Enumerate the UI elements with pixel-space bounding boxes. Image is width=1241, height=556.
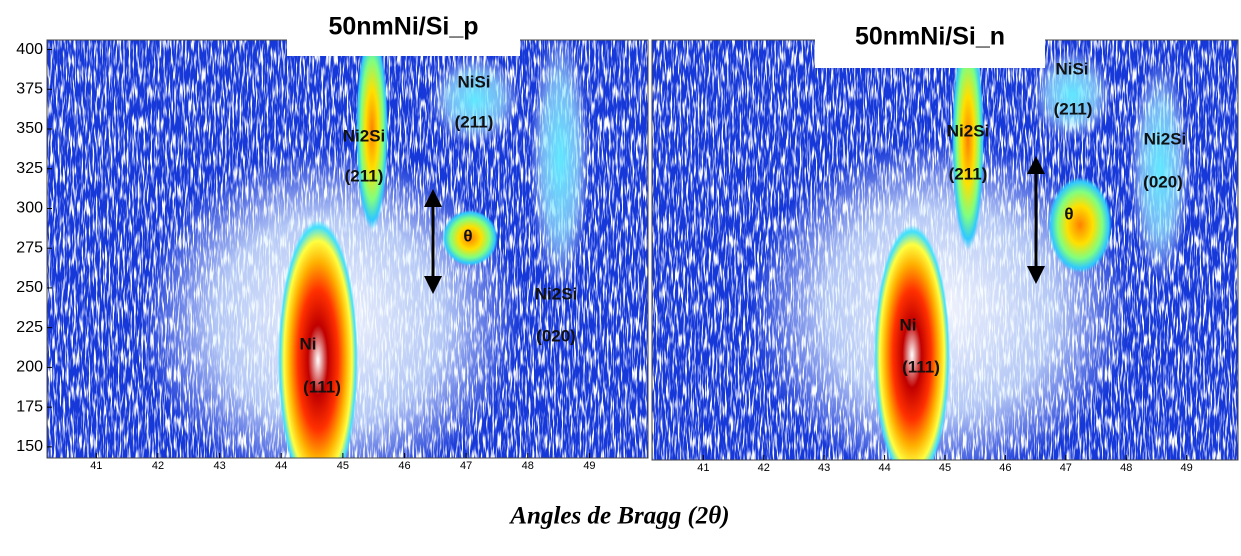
intensity-region [278,220,358,458]
peak-label: Ni [300,334,317,353]
peak-label: (211) [455,112,494,131]
peak-label: Ni2Si [343,126,386,145]
x-tick-label: 49 [583,460,595,472]
peak-label: θ [463,226,472,245]
peak-label: (111) [303,377,341,396]
x-tick-label: 47 [1060,462,1072,474]
x-tick-label: 48 [1120,462,1132,474]
intensity-region [1130,60,1190,280]
title-box [287,0,520,56]
peak-label: Ni2Si [947,121,990,140]
peak-label: Ni [900,315,917,334]
intensity-region [1032,50,1112,140]
x-tick-label: 42 [152,460,164,472]
y-tick-label: 375 [16,80,43,97]
y-tick-label: 200 [16,359,43,376]
x-tick-label: 48 [522,460,534,472]
peak-label: Ni2Si [535,284,578,303]
x-tick-label: 45 [337,460,349,472]
y-tick-label: 150 [16,438,43,455]
title-box [815,10,1045,68]
intensity-region [874,225,950,460]
x-tick-label: 47 [460,460,472,472]
peak-label: (020) [536,326,576,345]
x-tick-label: 41 [697,462,709,474]
x-tick-label: 49 [1181,462,1193,474]
peak-label: NiSi [457,72,490,91]
y-tick-label: 175 [16,398,43,415]
y-tick-label: 275 [16,239,43,256]
peak-label: (211) [1054,99,1093,118]
peak-label: NiSi [1055,59,1088,78]
peak-label: (211) [949,164,988,183]
x-tick-label: 46 [398,460,410,472]
peak-label: (111) [902,357,940,376]
y-tick-label: 400 [16,41,43,58]
plot-area [652,40,1238,460]
y-tick-label: 325 [16,160,43,177]
x-tick-label: 43 [213,460,225,472]
intensity-region [430,55,520,145]
peak-label: θ [1064,204,1073,223]
intensity-region [356,40,388,230]
intensity-region [442,210,498,266]
peak-label: Ni2Si [1144,129,1187,148]
peak-label: (020) [1143,172,1183,191]
y-tick-label: 250 [16,279,43,296]
plot-area [47,40,648,458]
x-tick-label: 44 [275,460,287,472]
y-tick-label: 300 [16,200,43,217]
x-tick-label: 41 [90,460,102,472]
peak-label: (211) [345,166,384,185]
intensity-region [952,40,984,250]
x-axis-label: Angles de Bragg (2θ) [508,503,729,530]
chart-title: 50nmNi/Si_n [855,23,1005,51]
chart-title: 50nmNi/Si_p [328,13,478,41]
x-tick-label: 42 [758,462,770,474]
x-tick-label: 44 [878,462,890,474]
x-tick-label: 45 [939,462,951,474]
intensity-region [1048,177,1112,273]
intensity-region [530,40,590,290]
y-tick-label: 350 [16,120,43,137]
x-tick-label: 46 [999,462,1011,474]
x-tick-label: 43 [818,462,830,474]
y-tick-label: 225 [16,319,43,336]
